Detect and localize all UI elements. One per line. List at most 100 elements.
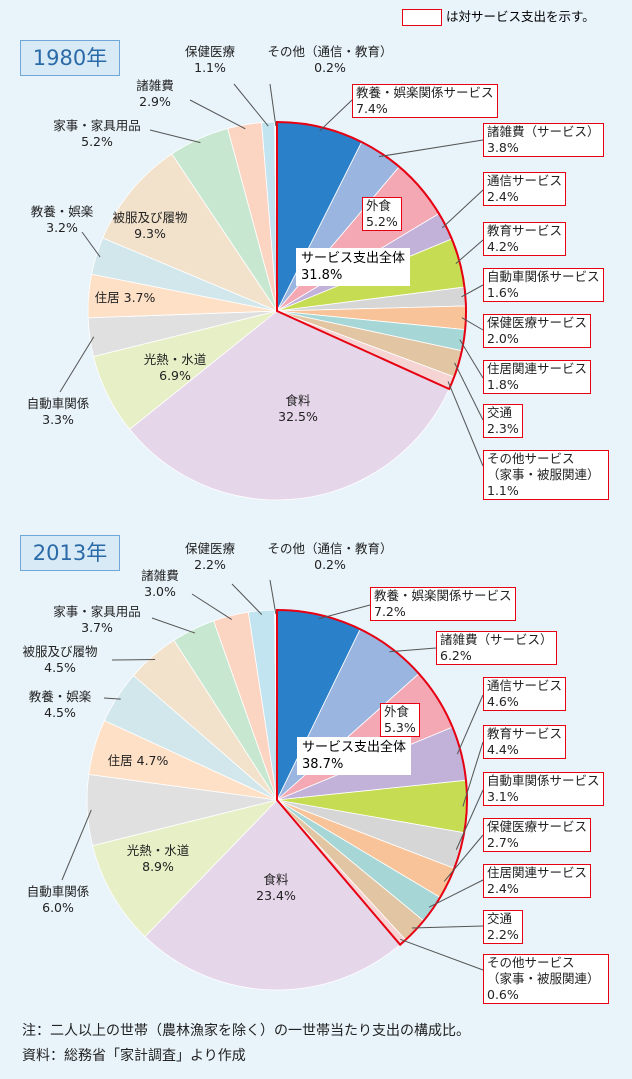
slice-label: 外食 5.3% bbox=[380, 703, 420, 737]
slice-name: 教養・娯楽関係サービス bbox=[356, 85, 494, 100]
pie-slice bbox=[144, 799, 401, 991]
slice-label: 教育サービス 4.4% bbox=[483, 725, 567, 759]
slice-value: 7.4% bbox=[356, 101, 388, 116]
slice-value: 4.5% bbox=[44, 705, 76, 720]
legend-text: は対サービス支出を示す。 bbox=[446, 9, 595, 24]
slice-label: 外食 5.2% bbox=[362, 197, 402, 231]
slice-value: 2.9% bbox=[139, 94, 171, 109]
slice-label: 住居関連サービス 2.4% bbox=[483, 864, 592, 898]
slice-name: 住居関連サービス bbox=[487, 361, 588, 376]
leader-line bbox=[461, 317, 484, 331]
leader-line bbox=[319, 99, 353, 132]
leader-line bbox=[389, 647, 437, 653]
slice-name: 家事・家具用品 bbox=[53, 118, 141, 133]
slice-label: 自動車関係 3.3% bbox=[27, 396, 90, 428]
pie-slice bbox=[102, 153, 279, 312]
leader-line bbox=[231, 583, 263, 615]
slice-label: 被服及び履物 9.3% bbox=[112, 210, 187, 242]
slice-value: 2.3% bbox=[487, 421, 519, 436]
slice-label: 教育サービス 4.2% bbox=[483, 222, 567, 256]
leader-line bbox=[441, 189, 484, 229]
leader-line bbox=[318, 604, 371, 620]
slice-label: 諸雑費（サービス） 3.8% bbox=[483, 123, 604, 157]
slice-value: 2.7% bbox=[487, 835, 519, 850]
slice-label: 食料 23.4% bbox=[256, 872, 296, 904]
slice-name: 住居 bbox=[107, 753, 133, 768]
leader-line bbox=[454, 362, 484, 421]
slice-value: 3.8% bbox=[487, 140, 519, 155]
service-outline bbox=[276, 608, 468, 947]
slice-label: 光熱・水道 6.9% bbox=[144, 352, 207, 384]
leader-line bbox=[189, 99, 246, 130]
slice-label: 住居 4.7% bbox=[108, 753, 169, 769]
leader-line bbox=[459, 339, 484, 379]
slice-label: 住居 3.7% bbox=[95, 290, 156, 306]
slice-label: 交通 2.2% bbox=[483, 910, 523, 944]
leader-line bbox=[462, 741, 484, 807]
slice-name: 被服及び履物 bbox=[22, 644, 98, 659]
slice-label: 保健医療サービス 2.7% bbox=[483, 818, 592, 852]
slice-value: 2.2% bbox=[487, 927, 519, 942]
leader-line bbox=[191, 593, 233, 620]
slice-value: 4.5% bbox=[44, 660, 76, 675]
slice-name: 保健医療 bbox=[184, 44, 236, 59]
chart-title-text: 2013年 bbox=[32, 541, 108, 565]
leader-line bbox=[269, 83, 277, 127]
slice-name: その他サービス（家事・被服関連） bbox=[487, 955, 600, 986]
slice-name: 諸雑費（サービス） bbox=[440, 632, 553, 647]
pie-slice bbox=[129, 310, 450, 501]
slice-label: 教養・娯楽 3.2% bbox=[31, 204, 94, 236]
slice-label: 通信サービス 4.6% bbox=[483, 677, 567, 711]
slice-value: 3.2% bbox=[46, 220, 78, 235]
service-total: サービス支出全体 38.7% bbox=[297, 737, 412, 775]
service-total-label: サービス支出全体 bbox=[302, 740, 407, 755]
chart-title: 2013年 bbox=[20, 535, 120, 571]
slice-label: その他サービス（家事・被服関連） 0.6% bbox=[483, 954, 609, 1004]
slice-name: 教養・娯楽 bbox=[28, 689, 92, 704]
leader-line bbox=[151, 617, 196, 634]
slice-name: その他サービス（家事・被服関連） bbox=[487, 451, 600, 482]
slice-value: 8.9% bbox=[142, 859, 174, 874]
service-total-value: 38.7% bbox=[302, 757, 344, 772]
slice-name: 通信サービス bbox=[487, 678, 563, 693]
slice-value: 2.4% bbox=[487, 189, 519, 204]
slice-name: 教養・娯楽関係サービス bbox=[374, 588, 512, 603]
slice-name: 保健医療サービス bbox=[487, 315, 588, 330]
slice-label: 教養・娯楽関係サービス 7.4% bbox=[352, 84, 498, 118]
slice-name: 光熱・水道 bbox=[126, 843, 190, 858]
slice-label: 交通 2.3% bbox=[483, 404, 523, 438]
service-total-label: サービス支出全体 bbox=[301, 251, 406, 266]
slice-label: 家事・家具用品 3.7% bbox=[53, 604, 141, 636]
legend-swatch bbox=[402, 9, 442, 26]
slice-name: 通信サービス bbox=[487, 173, 563, 188]
slice-value: 3.0% bbox=[144, 584, 176, 599]
slice-name: 交通 bbox=[487, 911, 513, 926]
slice-name: 光熱・水道 bbox=[143, 352, 207, 367]
leader-line bbox=[455, 789, 484, 850]
slice-value: 9.3% bbox=[134, 226, 166, 241]
slice-value: 1.8% bbox=[487, 377, 519, 392]
leader-line bbox=[456, 694, 484, 755]
slice-name: 住居 bbox=[94, 290, 120, 305]
slice-value: 7.2% bbox=[374, 604, 406, 619]
slice-name: 教育サービス bbox=[487, 223, 563, 238]
legend: は対サービス支出を示す。 bbox=[402, 8, 595, 26]
slice-value: 5.3% bbox=[384, 720, 416, 735]
slice-value: 32.5% bbox=[278, 409, 318, 424]
slice-value: 1.1% bbox=[487, 483, 519, 498]
leader-line bbox=[61, 809, 92, 881]
leader-line bbox=[411, 925, 484, 929]
leader-line bbox=[233, 83, 269, 127]
slice-value: 0.2% bbox=[314, 557, 346, 572]
slice-value: 5.2% bbox=[81, 134, 113, 149]
slice-value: 1.1% bbox=[194, 60, 226, 75]
leader-line bbox=[455, 239, 484, 265]
slice-value: 3.3% bbox=[42, 412, 74, 427]
slice-label: 被服及び履物 4.5% bbox=[22, 644, 97, 676]
chart-title-text: 1980年 bbox=[32, 46, 108, 70]
slice-label: その他サービス（家事・被服関連） 1.1% bbox=[483, 450, 609, 500]
slice-value: 6.9% bbox=[159, 368, 191, 383]
leader-line bbox=[59, 336, 95, 393]
slice-name: 保健医療サービス bbox=[487, 819, 588, 834]
